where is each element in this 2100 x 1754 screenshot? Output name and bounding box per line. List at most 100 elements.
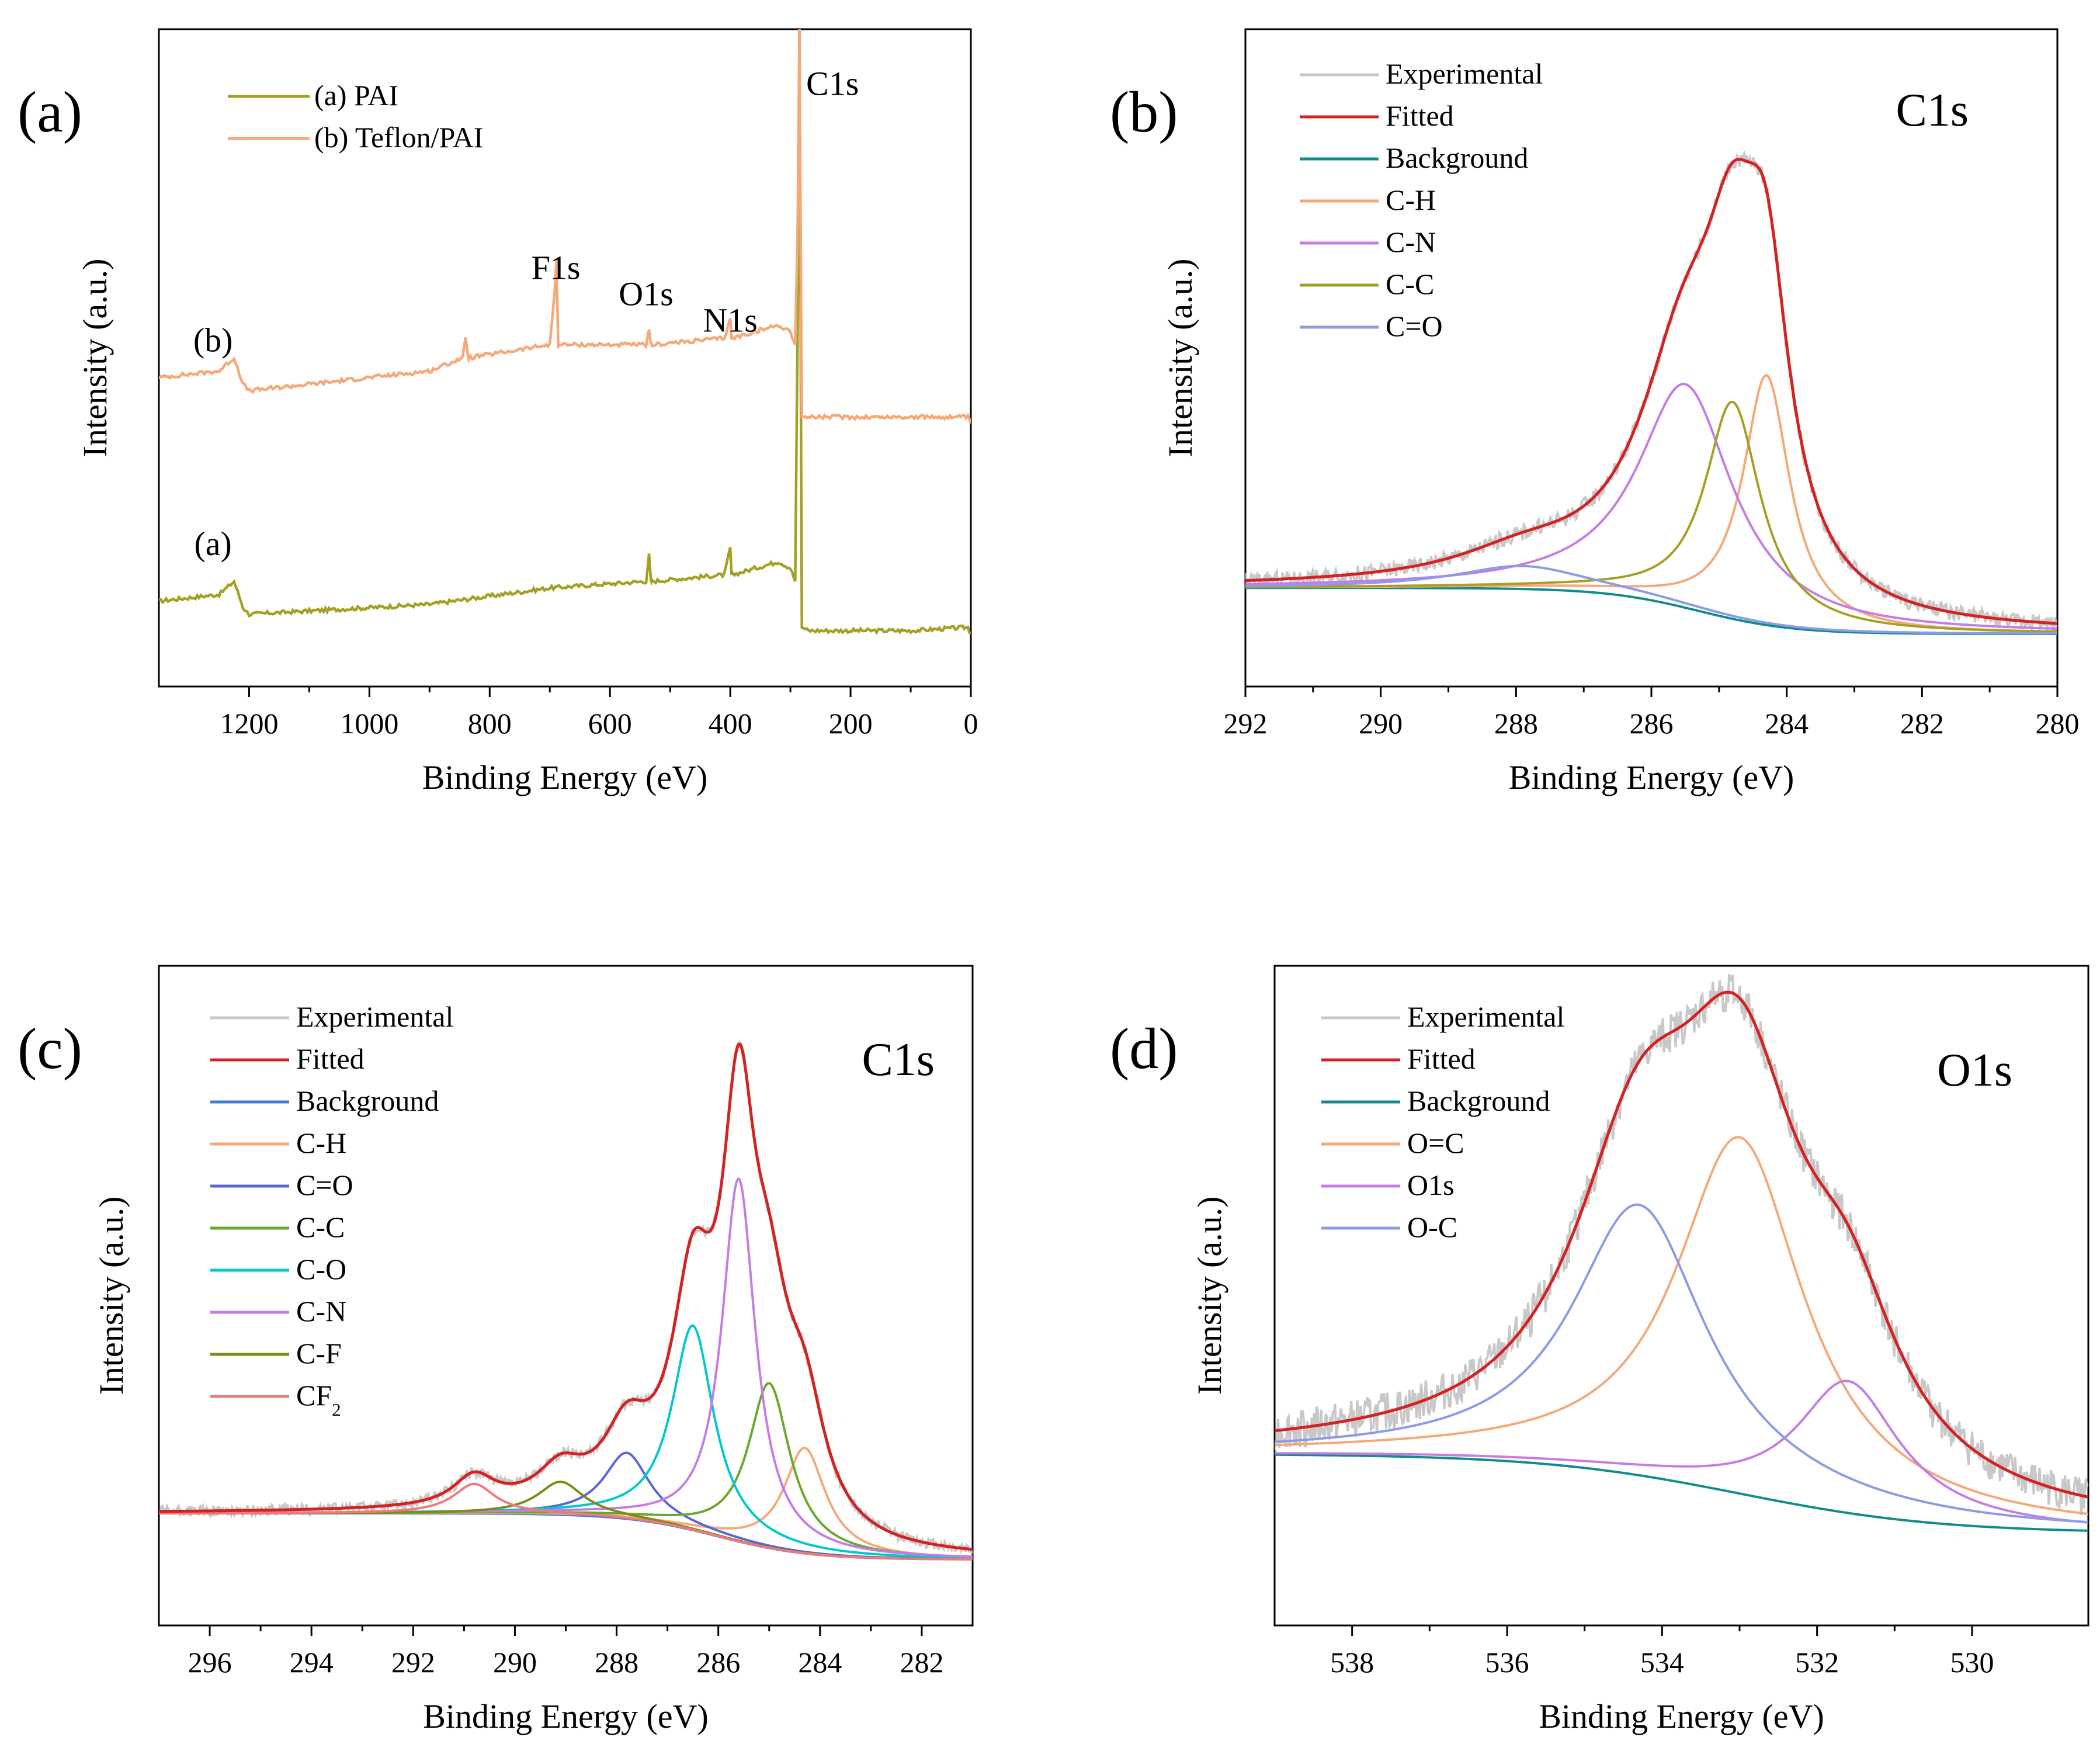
legend-label: C-F — [296, 1337, 342, 1370]
legend-label: C-N — [296, 1295, 346, 1327]
legend-label: Fitted — [1386, 99, 1454, 132]
component-c-c — [1245, 400, 2057, 633]
legend-label: O1s — [1407, 1169, 1455, 1201]
legend-label: C=O — [1386, 310, 1443, 342]
x-tick-label: 288 — [595, 1646, 638, 1679]
x-tick-label: 292 — [1224, 707, 1268, 740]
plot-area — [159, 1040, 973, 1561]
x-tick-label: 284 — [798, 1646, 842, 1679]
peak-annotation: O1s — [619, 275, 673, 313]
legend-label: C-C — [1386, 268, 1434, 300]
x-tick-label: 200 — [829, 707, 873, 740]
y-axis-label: Intensity (a.u.) — [1161, 259, 1199, 457]
fitted-line — [1275, 990, 2088, 1499]
component-c-o — [159, 1324, 973, 1559]
y-axis-label: Intensity (a.u.) — [76, 259, 114, 457]
peak-label: O1s — [1937, 1045, 2012, 1096]
x-tick-label: 532 — [1795, 1646, 1839, 1679]
component-o-c — [1275, 1203, 2088, 1524]
x-tick-label: 0 — [964, 707, 978, 740]
fitted-line — [159, 1042, 973, 1551]
legend-label: C=O — [296, 1169, 353, 1201]
series-line — [159, 29, 971, 424]
y-axis-label: Intensity (a.u.) — [92, 1197, 130, 1395]
y-axis-label: Intensity (a.u.) — [1190, 1197, 1228, 1395]
panel-label: (c) — [18, 1016, 82, 1081]
plot-frame — [158, 28, 972, 688]
component-c-o — [1245, 564, 2057, 635]
legend-label: Background — [1407, 1084, 1550, 1117]
x-tick-label: 290 — [1359, 707, 1403, 740]
x-tick-label: 534 — [1640, 1646, 1684, 1679]
legend-label: (a) PAI — [314, 79, 398, 112]
x-tick-label: 288 — [1494, 707, 1538, 740]
peak-annotation: F1s — [532, 249, 581, 287]
x-tick-label: 296 — [188, 1646, 232, 1679]
legend-label: C-N — [1386, 226, 1436, 258]
peak-annotation: C1s — [806, 65, 859, 103]
x-tick-label: 294 — [290, 1646, 334, 1679]
legend-label: Experimental — [296, 1000, 453, 1033]
legend-label: Fitted — [1407, 1042, 1476, 1075]
x-tick-label: 286 — [696, 1646, 740, 1679]
legend-label: O-C — [1407, 1211, 1457, 1243]
legend-label: C-H — [296, 1126, 346, 1159]
background-line — [1275, 1453, 2088, 1532]
legend-label: (b) Teflon/PAI — [314, 121, 484, 154]
plot-frame — [1273, 965, 2089, 1627]
x-axis-label: Binding Energy (eV) — [1539, 1697, 1824, 1735]
series-line — [159, 29, 971, 635]
legend-label: C-O — [296, 1253, 346, 1285]
component-o1s — [1275, 1379, 2088, 1524]
panel-b: 292 290 288 286 284 282 280 Binding Energy (eV)… — [1110, 28, 2080, 796]
x-tick-label: 536 — [1485, 1646, 1529, 1679]
fitted-line — [1245, 158, 2057, 625]
legend-label: Experimental — [1407, 1000, 1564, 1033]
x-tick-label: 1000 — [340, 707, 398, 740]
legend-label: Background — [1386, 141, 1528, 174]
plot-area — [1275, 973, 2088, 1532]
panel-label: (b) — [1110, 79, 1178, 144]
curve-label: (b) — [193, 321, 233, 359]
x-axis-label: Binding Energy (eV) — [423, 1697, 709, 1735]
x-tick-label: 292 — [391, 1646, 435, 1679]
legend-label: C-H — [1386, 183, 1436, 216]
x-tick-label: 800 — [468, 707, 512, 740]
plot-area — [1245, 150, 2057, 635]
x-tick-label: 282 — [900, 1646, 943, 1679]
panel-a: 1200 1000 800 600 400 200 0 Binding Energy (eV)… — [18, 28, 978, 796]
legend-label: O=C — [1407, 1126, 1464, 1159]
panel-c: 296 294 292 290 288 286 284 282 Binding Energy (… — [18, 965, 974, 1735]
panel-label: (a) — [18, 79, 82, 144]
x-tick-label: 280 — [2036, 707, 2080, 740]
x-tick-label: 538 — [1330, 1646, 1374, 1679]
legend-label: Experimental — [1386, 57, 1543, 90]
legend-label: C-C — [296, 1211, 345, 1243]
peak-annotation: N1s — [703, 301, 757, 339]
plot-area — [159, 29, 971, 635]
curve-label: (a) — [194, 525, 231, 563]
experimental-line — [159, 1040, 973, 1557]
x-tick-label: 400 — [709, 707, 752, 740]
x-tick-label: 284 — [1765, 707, 1809, 740]
legend-label: Background — [296, 1084, 439, 1117]
x-tick-label: 600 — [588, 707, 632, 740]
x-tick-label: 1200 — [220, 707, 278, 740]
legend-label: CF2 — [296, 1379, 341, 1420]
x-axis-label: Binding Energy (eV) — [1509, 758, 1794, 796]
x-tick-label: 290 — [493, 1646, 537, 1679]
x-tick-label: 282 — [1900, 707, 1944, 740]
component-o-c — [1275, 1136, 2088, 1516]
peak-label: C1s — [1896, 85, 1969, 136]
x-tick-label: 530 — [1950, 1646, 1994, 1679]
plot-frame — [158, 965, 974, 1627]
component-c-f — [159, 1481, 973, 1561]
component-cf2 — [159, 1482, 973, 1561]
x-tick-label: 286 — [1630, 707, 1674, 740]
panel-label: (d) — [1110, 1016, 1178, 1081]
panel-d: 538 536 534 532 530 Binding Energy (eV) Intens… — [1110, 965, 2089, 1735]
peak-label: C1s — [862, 1034, 935, 1086]
component-c-n — [1245, 383, 2057, 630]
x-axis-label: Binding Energy (eV) — [422, 758, 708, 796]
